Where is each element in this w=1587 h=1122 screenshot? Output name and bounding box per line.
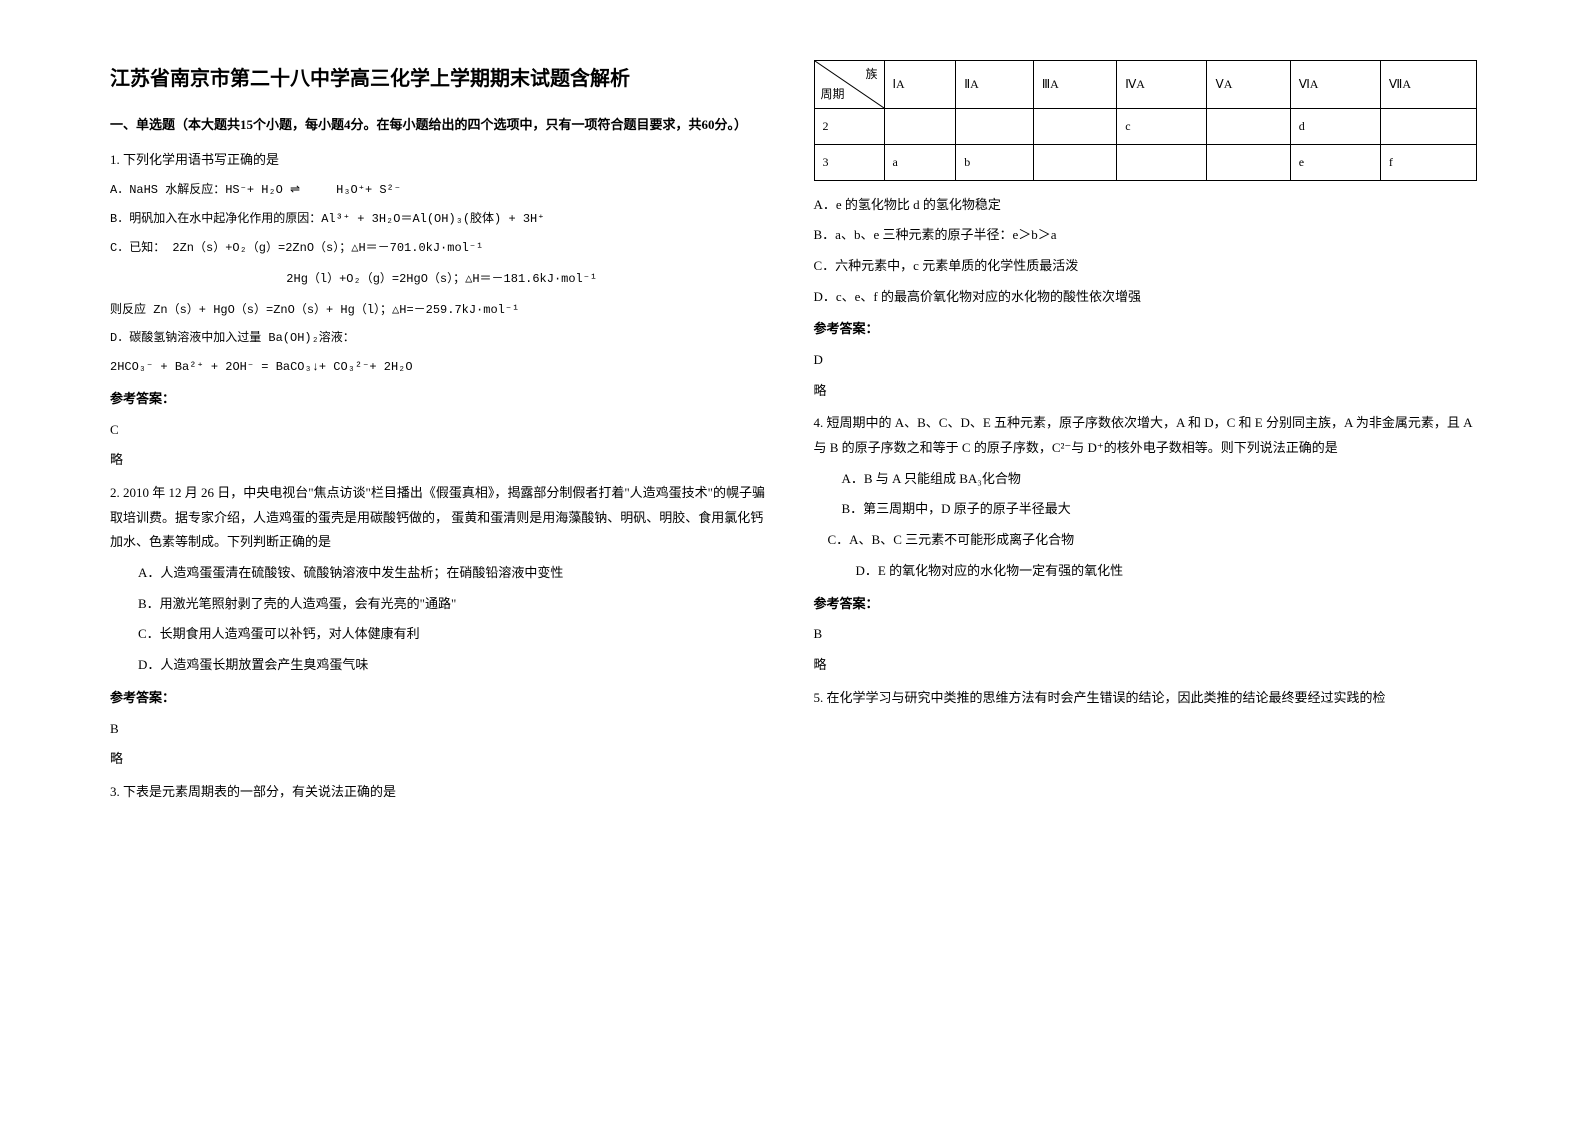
q2-optB: B．用激光笔照射剥了壳的人造鸡蛋，会有光亮的"通路" [110, 592, 774, 617]
q4-ans: B [814, 622, 1478, 647]
cell [1033, 109, 1116, 145]
q5-stem: 5. 在化学学习与研究中类推的思维方法有时会产生错误的结论，因此类推的结论最终要… [814, 686, 1478, 711]
table-row: 族 周期 ⅠA ⅡA ⅢA ⅣA ⅤA ⅥA ⅦA [814, 61, 1477, 109]
th: ⅠA [884, 61, 956, 109]
diag-cell: 族 周期 [814, 61, 884, 109]
q3-stem: 3. 下表是元素周期表的一部分，有关说法正确的是 [110, 780, 774, 805]
q2-stem: 2. 2010 年 12 月 26 日，中央电视台"焦点访谈"栏目播出《假蛋真相… [110, 481, 774, 555]
q3-optA: A．e 的氢化物比 d 的氢化物稳定 [814, 193, 1478, 218]
q4-optD: D．E 的氧化物对应的水化物一定有强的氧化性 [814, 559, 1478, 584]
q1-optC-1: C．已知： 2Zn（s）+O₂（g）=2ZnO（s）；△H＝－701.0kJ·m… [110, 237, 774, 260]
q1-stem: 1. 下列化学用语书写正确的是 [110, 148, 774, 173]
table-row: 2 c d [814, 109, 1477, 145]
cell: b [956, 144, 1034, 180]
th: ⅣA [1117, 61, 1207, 109]
q2-optC: C．长期食用人造鸡蛋可以补钙，对人体健康有利 [110, 622, 774, 647]
cell [1207, 144, 1290, 180]
th: ⅤA [1207, 61, 1290, 109]
right-column: 族 周期 ⅠA ⅡA ⅢA ⅣA ⅤA ⅥA ⅦA 2 c d 3 a b [794, 60, 1498, 1062]
cell: a [884, 144, 956, 180]
cell: d [1290, 109, 1380, 145]
th: ⅥA [1290, 61, 1380, 109]
cell [1033, 144, 1116, 180]
q1-optD-1: D．碳酸氢钠溶液中加入过量 Ba(OH)₂溶液： [110, 327, 774, 350]
cell: c [1117, 109, 1207, 145]
cell: e [1290, 144, 1380, 180]
cell [1117, 144, 1207, 180]
q4-note: 略 [814, 653, 1478, 678]
q2-ans-label: 参考答案： [110, 686, 774, 711]
doc-title: 江苏省南京市第二十八中学高三化学上学期期末试题含解析 [110, 60, 774, 98]
q2-note: 略 [110, 747, 774, 772]
row-label: 3 [814, 144, 884, 180]
q1-note: 略 [110, 448, 774, 473]
section-head: 一、单选题（本大题共15个小题，每小题4分。在每小题给出的四个选项中，只有一项符… [110, 113, 774, 138]
cell [884, 109, 956, 145]
q1-optA-pre: A．NaHS 水解反应：HS⁻+ H₂O [110, 183, 290, 197]
q1-ans: C [110, 418, 774, 443]
cell [1380, 109, 1476, 145]
q1-optC-3: 则反应 Zn（s）+ HgO（s）=ZnO（s）+ Hg（l）；△H=－259.… [110, 299, 774, 322]
table-row: 3 a b e f [814, 144, 1477, 180]
th: ⅦA [1380, 61, 1476, 109]
left-column: 江苏省南京市第二十八中学高三化学上学期期末试题含解析 一、单选题（本大题共15个… [90, 60, 794, 1062]
th: ⅢA [1033, 61, 1116, 109]
q4-ans-label: 参考答案： [814, 592, 1478, 617]
q1-optC-2: 2Hg（l）+O₂（g）=2HgO（s）；△H＝－181.6kJ·mol⁻¹ [110, 268, 774, 291]
q1-optA-post: H₃O⁺+ S²⁻ [336, 183, 401, 197]
q2-optA: A．人造鸡蛋蛋清在硫酸铵、硫酸钠溶液中发生盐析；在硝酸铅溶液中变性 [110, 561, 774, 586]
q1-optB: B．明矾加入在水中起净化作用的原因：Al³⁺ + 3H₂O＝Al(OH)₃(胶体… [110, 208, 774, 231]
cell [1207, 109, 1290, 145]
q3-optB: B．a、b、e 三种元素的原子半径：e＞b＞a [814, 223, 1478, 248]
q1-optA: A．NaHS 水解反应：HS⁻+ H₂O ⇌ H₃O⁺+ S²⁻ [110, 178, 774, 202]
q3-optD: D．c、e、f 的最高价氧化物对应的水化物的酸性依次增强 [814, 285, 1478, 310]
row-label: 2 [814, 109, 884, 145]
q1-optD-2: 2HCO₃⁻ + Ba²⁺ + 2OH⁻ = BaCO₃↓+ CO₃²⁻+ 2H… [110, 356, 774, 379]
equilibrium-arrow-icon: ⇌ [290, 182, 300, 196]
q4-optB: B．第三周期中，D 原子的原子半径最大 [814, 497, 1478, 522]
diag-top: 族 [865, 63, 877, 86]
q2-ans: B [110, 717, 774, 742]
q2-optD: D．人造鸡蛋长期放置会产生臭鸡蛋气味 [110, 653, 774, 678]
q3-ans: D [814, 348, 1478, 373]
cell: f [1380, 144, 1476, 180]
periodic-table: 族 周期 ⅠA ⅡA ⅢA ⅣA ⅤA ⅥA ⅦA 2 c d 3 a b [814, 60, 1478, 181]
diag-bot: 周期 [821, 83, 845, 106]
q3-note: 略 [814, 379, 1478, 404]
th: ⅡA [956, 61, 1034, 109]
q3-optC: C．六种元素中，c 元素单质的化学性质最活泼 [814, 254, 1478, 279]
q4-stem: 4. 短周期中的 A、B、C、D、E 五种元素，原子序数依次增大，A 和 D，C… [814, 411, 1478, 460]
q1-ans-label: 参考答案： [110, 387, 774, 412]
cell [956, 109, 1034, 145]
q4-optA: A．B 与 A 只能组成 BA₃化合物 [814, 467, 1478, 492]
q4-optC: C．A、B、C 三元素不可能形成离子化合物 [814, 528, 1478, 553]
q3-ans-label: 参考答案： [814, 317, 1478, 342]
